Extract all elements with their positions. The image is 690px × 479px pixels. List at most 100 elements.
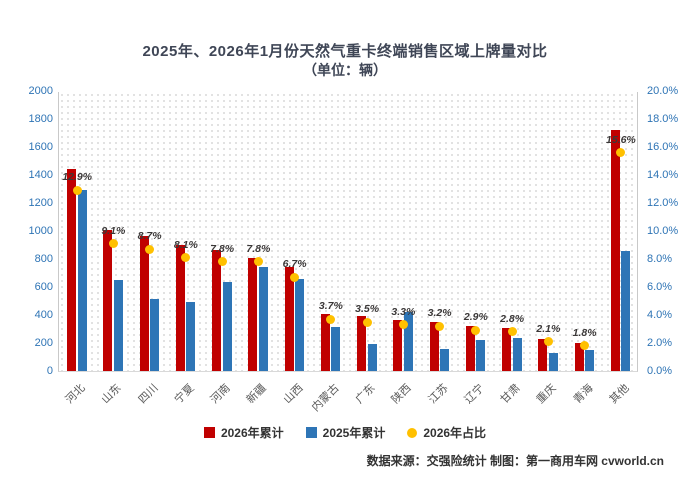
share-point	[108, 239, 118, 249]
bar-2025	[548, 352, 558, 371]
share-label: 9.1%	[101, 224, 126, 237]
y-axis-right-tick: 14.0%	[647, 169, 679, 181]
bar-2025	[621, 250, 631, 371]
y-axis-right-tick: 2.0%	[647, 337, 673, 349]
share-point	[72, 185, 82, 195]
bar-2026	[175, 245, 185, 371]
bar-2026	[574, 343, 584, 371]
share-label: 3.7%	[318, 300, 343, 313]
legend-label: 2026年占比	[423, 426, 487, 440]
legend-label: 2025年累计	[322, 426, 386, 440]
y-axis-right-tick: 10.0%	[647, 225, 679, 237]
chart-subtitle: （单位：辆）	[303, 62, 387, 78]
share-point	[181, 253, 191, 263]
y-axis-left-tick: 1200	[28, 197, 53, 209]
legend-item-2026-share: 2026年占比	[407, 424, 486, 441]
share-label: 8.1%	[173, 238, 198, 251]
bar-2025	[440, 348, 450, 371]
share-label: 3.5%	[355, 303, 380, 315]
share-label: 7.8%	[246, 242, 271, 255]
y-axis-right-tick: 16.0%	[647, 141, 679, 153]
bar-2025	[403, 312, 413, 371]
legend-swatch-yellow	[407, 427, 418, 438]
legend-swatch-red	[203, 427, 215, 438]
bar-2025	[77, 190, 87, 371]
legend-item-2026-total: 2026年累计	[203, 424, 284, 441]
y-axis-left-tick: 1000	[28, 225, 53, 237]
share-label: 3.2%	[427, 307, 452, 320]
bar-2025	[585, 350, 595, 371]
bar-2026	[538, 338, 548, 371]
share-label: 1.8%	[572, 326, 597, 339]
share-label: 2.8%	[500, 312, 525, 325]
bar-2025	[113, 280, 123, 371]
y-axis-left-tick: 600	[34, 281, 53, 293]
y-axis-right-tick: 12.0%	[647, 197, 679, 209]
share-point	[290, 272, 300, 282]
y-axis-left-tick: 1800	[28, 113, 53, 125]
share-point	[217, 257, 227, 267]
y-axis-right-tick: 20.0%	[647, 85, 679, 97]
bar-2025	[476, 340, 486, 371]
bar-2025	[331, 326, 341, 371]
bar-2025	[150, 298, 160, 371]
y-axis-right-tick: 6.0%	[647, 281, 673, 293]
share-label: 2.9%	[463, 311, 488, 324]
share-point	[326, 314, 336, 324]
bar-2026	[393, 319, 403, 371]
share-point	[616, 148, 626, 158]
bar-2025	[367, 344, 377, 371]
bar-2026	[67, 169, 77, 371]
share-label: 7.8%	[210, 242, 235, 255]
bar-2026	[103, 229, 113, 371]
share-point	[543, 337, 553, 347]
source-note: 数据来源：交强险统计 制图：第一商用车网 cvworld.cn	[366, 454, 664, 468]
share-point	[580, 341, 590, 351]
bar-2026	[212, 249, 222, 371]
bar-2025	[258, 266, 268, 371]
share-label: 2.1%	[536, 322, 561, 335]
plot-area: 0 200 400 600 800 1000 1200 1400 1600 1800 2000 0.0…	[29, 85, 679, 414]
share-point	[145, 244, 155, 254]
bar-2026	[610, 130, 620, 371]
bar-2025	[512, 338, 522, 371]
share-label: 8.7%	[137, 230, 162, 243]
bar-2026	[248, 257, 258, 371]
share-label: 6.7%	[282, 258, 307, 271]
share-point	[398, 320, 408, 330]
legend-swatch-blue	[305, 427, 317, 438]
legend: 2026年累计 2025年累计 2026年占比	[0, 424, 690, 441]
legend-label: 2026年累计	[220, 426, 284, 440]
y-axis-left-tick: 400	[34, 309, 53, 321]
y-axis-right-tick: 0.0%	[647, 365, 673, 377]
bar-2026	[357, 316, 367, 371]
y-axis-left-tick: 0	[46, 365, 53, 377]
bar-2026	[465, 326, 475, 371]
y-axis-right-tick: 18.0%	[647, 113, 679, 125]
share-label: 12.9%	[62, 171, 93, 184]
y-axis-left-tick: 1400	[28, 169, 53, 181]
y-axis-left-tick: 200	[34, 337, 53, 349]
chart-title: 2025年、2026年1月份天然气重卡终端销售区域上牌量对比	[142, 43, 548, 60]
share-point	[362, 317, 372, 327]
bar-2025	[186, 302, 196, 371]
y-axis-left-tick: 1600	[28, 141, 53, 153]
share-point	[435, 321, 445, 331]
bar-2026	[139, 235, 149, 371]
bar-2025	[222, 282, 232, 371]
legend-item-2025-total: 2025年累计	[305, 424, 386, 441]
share-point	[471, 325, 481, 335]
bar-2025	[295, 279, 305, 371]
bar-2026	[502, 327, 512, 371]
share-label: 3.3%	[391, 305, 416, 318]
bar-2026	[429, 322, 439, 371]
y-axis-right-tick: 8.0%	[647, 253, 673, 265]
share-label: 15.6%	[605, 133, 636, 146]
bar-2026	[320, 313, 330, 371]
share-point	[507, 327, 517, 337]
share-point	[253, 257, 263, 267]
bar-2026	[284, 266, 294, 371]
y-axis-right-tick: 4.0%	[647, 309, 673, 321]
y-axis-left-tick: 2000	[28, 85, 53, 97]
